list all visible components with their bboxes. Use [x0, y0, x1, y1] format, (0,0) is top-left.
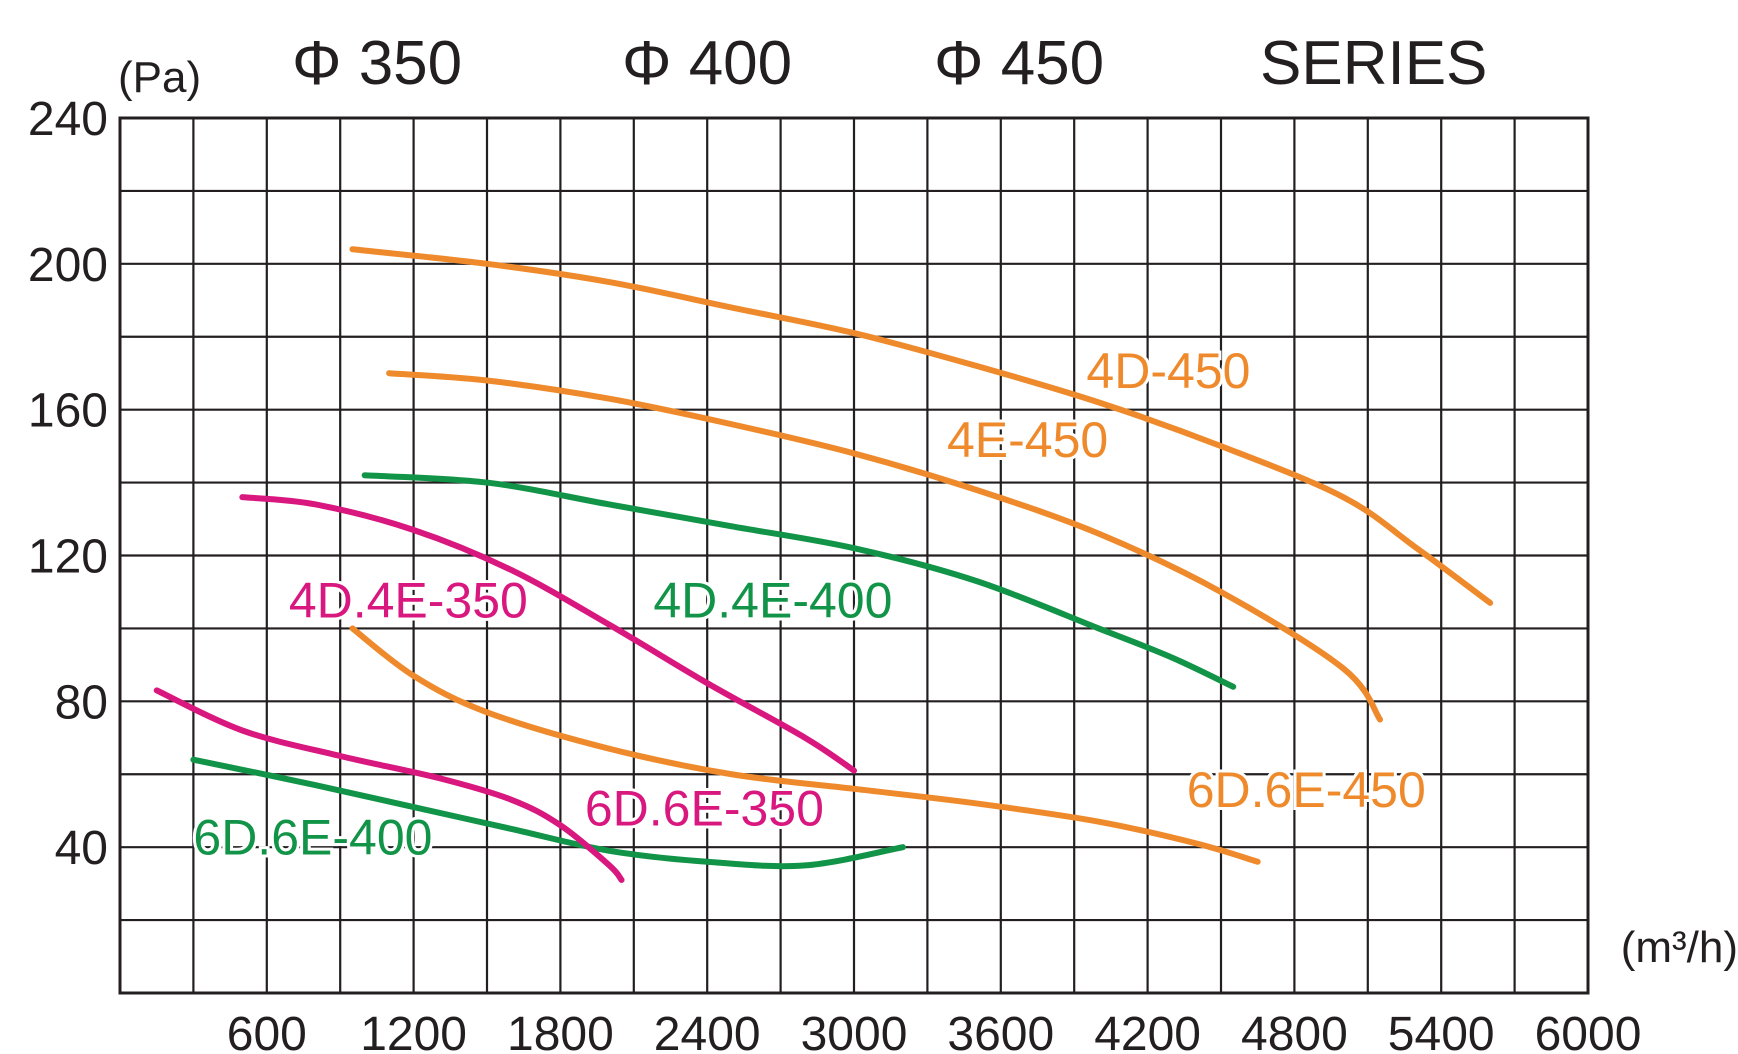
- chart-curves: 4D-450 4E-450 6D.6E-450 4D.4E-400 6D.6E-400 4…: [153, 246, 1494, 883]
- y-tick-label: 200: [28, 239, 108, 292]
- y-tick-label: 40: [55, 822, 108, 875]
- curve-4d-4e-400: [361, 472, 1237, 690]
- curve-6d-6e-400: [190, 756, 906, 870]
- x-tick-label: 4200: [1094, 1008, 1201, 1054]
- axis-ticks: 600 1200 1800 2400 3000 3600 4200 4800 5400 6000 4…: [28, 93, 1641, 1054]
- y-tick-label: 120: [28, 531, 108, 584]
- x-tick-label: 6000: [1535, 1008, 1642, 1054]
- curve-label-6d-6e-400: 6D.6E-400: [193, 809, 432, 865]
- curve-label-4d-4e-350: 4D.4E-350: [289, 572, 528, 628]
- curve-6d-6e-450: [349, 625, 1261, 865]
- curve-label-6d-6e-450: 6D.6E-450: [1187, 762, 1426, 818]
- curve-label-6d-6e-350: 6D.6E-350: [585, 780, 824, 836]
- x-tick-label: 1800: [507, 1008, 614, 1054]
- y-tick-label: 160: [28, 385, 108, 438]
- y-tick-label: 80: [55, 676, 108, 729]
- x-axis-unit-label: (m³/h): [1621, 923, 1738, 972]
- curve-label-4d-450: 4D-450: [1086, 343, 1250, 399]
- x-tick-label: 3600: [947, 1008, 1054, 1054]
- x-tick-label: 2400: [654, 1008, 761, 1054]
- x-tick-label: 5400: [1388, 1008, 1495, 1054]
- curve-label-4e-450: 4E-450: [947, 412, 1108, 468]
- curve-4d-450: [349, 246, 1494, 606]
- curve-6d-6e-350: [153, 687, 625, 883]
- x-tick-label: 600: [227, 1008, 307, 1054]
- series-size-400: Φ 400: [622, 29, 792, 98]
- x-tick-label: 4800: [1241, 1008, 1348, 1054]
- curve-label-4d-4e-400: 4D.4E-400: [653, 572, 892, 628]
- curve-4d-4e-350: [239, 494, 857, 774]
- y-axis-unit-label: (Pa): [118, 53, 201, 102]
- x-tick-label: 1200: [360, 1008, 467, 1054]
- plot-frame: [118, 116, 1590, 995]
- series-size-350: Φ 350: [292, 29, 462, 98]
- x-tick-label: 3000: [801, 1008, 908, 1054]
- series-size-450: Φ 450: [934, 29, 1104, 98]
- curve-4e-450: [386, 370, 1384, 723]
- y-tick-label: 240: [28, 93, 108, 146]
- series-title: SERIES: [1260, 29, 1487, 98]
